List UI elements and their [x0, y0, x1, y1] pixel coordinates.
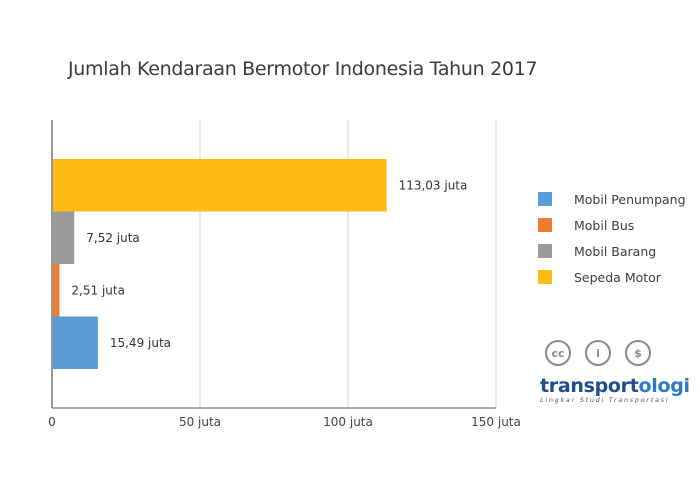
data-label: 7,52 juta [86, 231, 140, 245]
bars [53, 159, 387, 369]
legend-swatch [538, 270, 552, 284]
legend-swatch [538, 192, 552, 206]
brand-name-part1: transport [540, 375, 639, 397]
brand-name: transportologi [540, 375, 690, 397]
legend: Mobil Penumpang Mobil Bus Mobil Barang Sepe… [538, 186, 686, 290]
legend-label: Mobil Barang [574, 243, 657, 259]
legend-item: Sepeda Motor [538, 264, 686, 290]
bar-mobil-barang [53, 211, 75, 264]
x-tick-label: 150 juta [471, 415, 521, 429]
brand-name-part2: ologi [638, 375, 691, 397]
x-tick-label: 0 [48, 415, 56, 429]
data-label: 15,49 juta [110, 336, 171, 350]
data-label: 113,03 juta [399, 178, 468, 192]
legend-label: Mobil Bus [574, 217, 635, 233]
data-label: 2,51 juta [71, 283, 125, 297]
cc-icon: cc [545, 340, 571, 366]
legend-item: Mobil Penumpang [538, 186, 686, 212]
bar-sepeda-motor [53, 159, 387, 212]
data-labels: 113,03 juta 7,52 juta 2,51 juta 15,49 juta [71, 178, 467, 350]
license-badges: cc i $ [545, 340, 651, 366]
brand-logo: transportologi Lingkar Studi Transportas… [540, 375, 690, 404]
chart-title: Jumlah Kendaraan Bermotor Indonesia Tahu… [68, 58, 538, 80]
nc-icon: $ [625, 340, 651, 366]
x-axis-ticks: 0 50 juta 100 juta 150 juta [48, 415, 521, 429]
legend-item: Mobil Bus [538, 212, 686, 238]
bar-mobil-penumpang [53, 316, 98, 369]
legend-label: Sepeda Motor [574, 269, 661, 285]
legend-swatch [538, 244, 552, 258]
legend-item: Mobil Barang [538, 238, 686, 264]
grid-lines [51, 120, 497, 409]
legend-swatch [538, 218, 552, 232]
x-tick-label: 100 juta [323, 415, 373, 429]
x-tick-label: 50 juta [179, 415, 221, 429]
bar-mobil-bus [53, 264, 60, 317]
legend-label: Mobil Penumpang [574, 191, 686, 207]
brand-tagline: Lingkar Studi Transportasi [540, 396, 670, 404]
by-icon: i [585, 340, 611, 366]
